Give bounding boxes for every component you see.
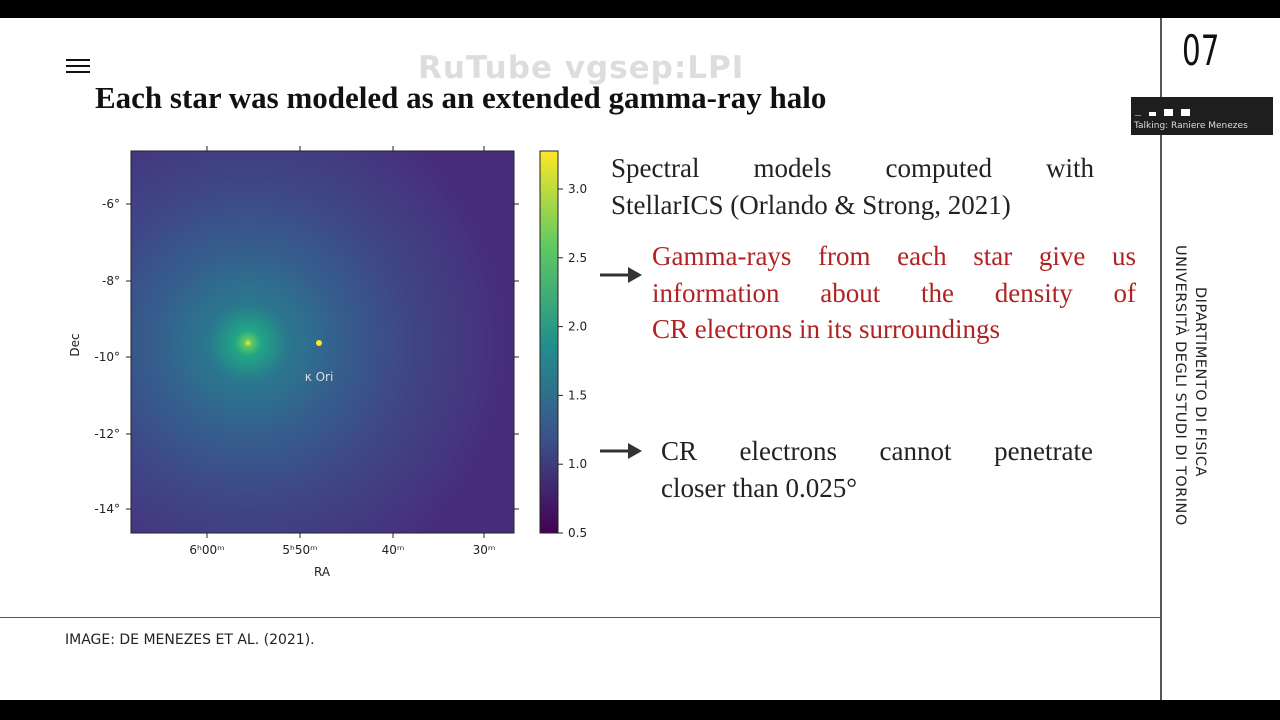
divider-vertical — [1160, 18, 1162, 700]
colorbar-tick-label: 2.5 — [568, 251, 587, 265]
top-bar — [0, 0, 1280, 18]
side-line: DIPARTIMENTO DI FISICA — [1192, 287, 1208, 477]
x-axis-label: RA — [314, 565, 331, 579]
colorbar-tick-label: 1.0 — [568, 457, 587, 471]
text-line: closer than 0.025° — [661, 472, 858, 503]
bottom-bar — [0, 700, 1280, 720]
x-tick-label: 6ʰ00ᵐ — [189, 543, 224, 557]
text-line: CR electrons in its surroundings — [652, 314, 1000, 344]
colorbar-tick-label: 1.5 — [568, 388, 587, 402]
text-line: Gamma-rays from each star give us — [652, 241, 1136, 271]
talking-panel: Talking: Raniere Menezes — [1131, 97, 1273, 135]
y-tick-label: -14° — [94, 502, 120, 516]
window-controls[interactable] — [1135, 103, 1195, 116]
text-block-2: Gamma-rays from each star give us inform… — [652, 238, 1136, 348]
x-tick-label: 40ᵐ — [382, 543, 405, 557]
text-line: information about the density of — [652, 277, 1136, 308]
slide-number: 07 — [1182, 26, 1220, 75]
side-line: UNIVERSITÀ DEGLI STUDI DI TORINO — [1172, 245, 1188, 526]
text-block-3: CR electrons cannot penetrate closer tha… — [661, 433, 1093, 506]
menu-button[interactable] — [66, 59, 90, 75]
x-tick-label: 5ʰ50ᵐ — [282, 543, 317, 557]
source-point — [316, 340, 322, 346]
text-line: Spectral models computed with — [611, 153, 1094, 183]
side-affiliation: DIPARTIMENTO DI FISICA UNIVERSITÀ DEGLI … — [1170, 245, 1210, 545]
watermark: RuTube vgsep:LPI — [418, 50, 745, 86]
figure: -6° -8° -10° -12° -14° 6ʰ00ᵐ 5ʰ50ᵐ 40ᵐ 30ᵐ 3.0 2.5… — [68, 146, 587, 579]
y-tick-label: -12° — [94, 427, 120, 441]
y-tick-label: -8° — [102, 274, 120, 288]
colorbar — [539, 150, 559, 534]
colorbar-tick-label: 0.5 — [568, 526, 587, 540]
caption: IMAGE: DE MENEZES ET AL. (2021). — [65, 632, 315, 648]
divider-horizontal — [0, 617, 1161, 618]
colorbar-tick-label: 3.0 — [568, 182, 587, 196]
slide-title: Each star was modeled as an extended gam… — [95, 80, 827, 115]
text-line: StellarICS (Orlando & Strong, 2021) — [611, 189, 1011, 220]
colorbar-tick-label: 2.0 — [568, 320, 587, 334]
x-tick-label: 30ᵐ — [473, 543, 496, 557]
source-label: κ Ori — [305, 370, 334, 384]
text-line: CR electrons cannot penetrate — [661, 436, 1093, 466]
text-block-1: Spectral models computed with StellarICS… — [611, 150, 1094, 223]
halo-map — [130, 150, 515, 534]
arrow — [600, 443, 642, 459]
y-tick-label: -6° — [102, 197, 120, 211]
arrow — [600, 267, 642, 283]
talking-label: Talking: Raniere Menezes — [1134, 121, 1248, 131]
y-axis-label: Dec — [68, 333, 82, 356]
ticks: -6° -8° -10° -12° -14° 6ʰ00ᵐ 5ʰ50ᵐ 40ᵐ 30ᵐ 3.0 2.5… — [94, 146, 587, 557]
y-tick-label: -10° — [94, 350, 120, 364]
